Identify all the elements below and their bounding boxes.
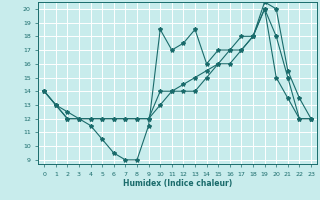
X-axis label: Humidex (Indice chaleur): Humidex (Indice chaleur) bbox=[123, 179, 232, 188]
